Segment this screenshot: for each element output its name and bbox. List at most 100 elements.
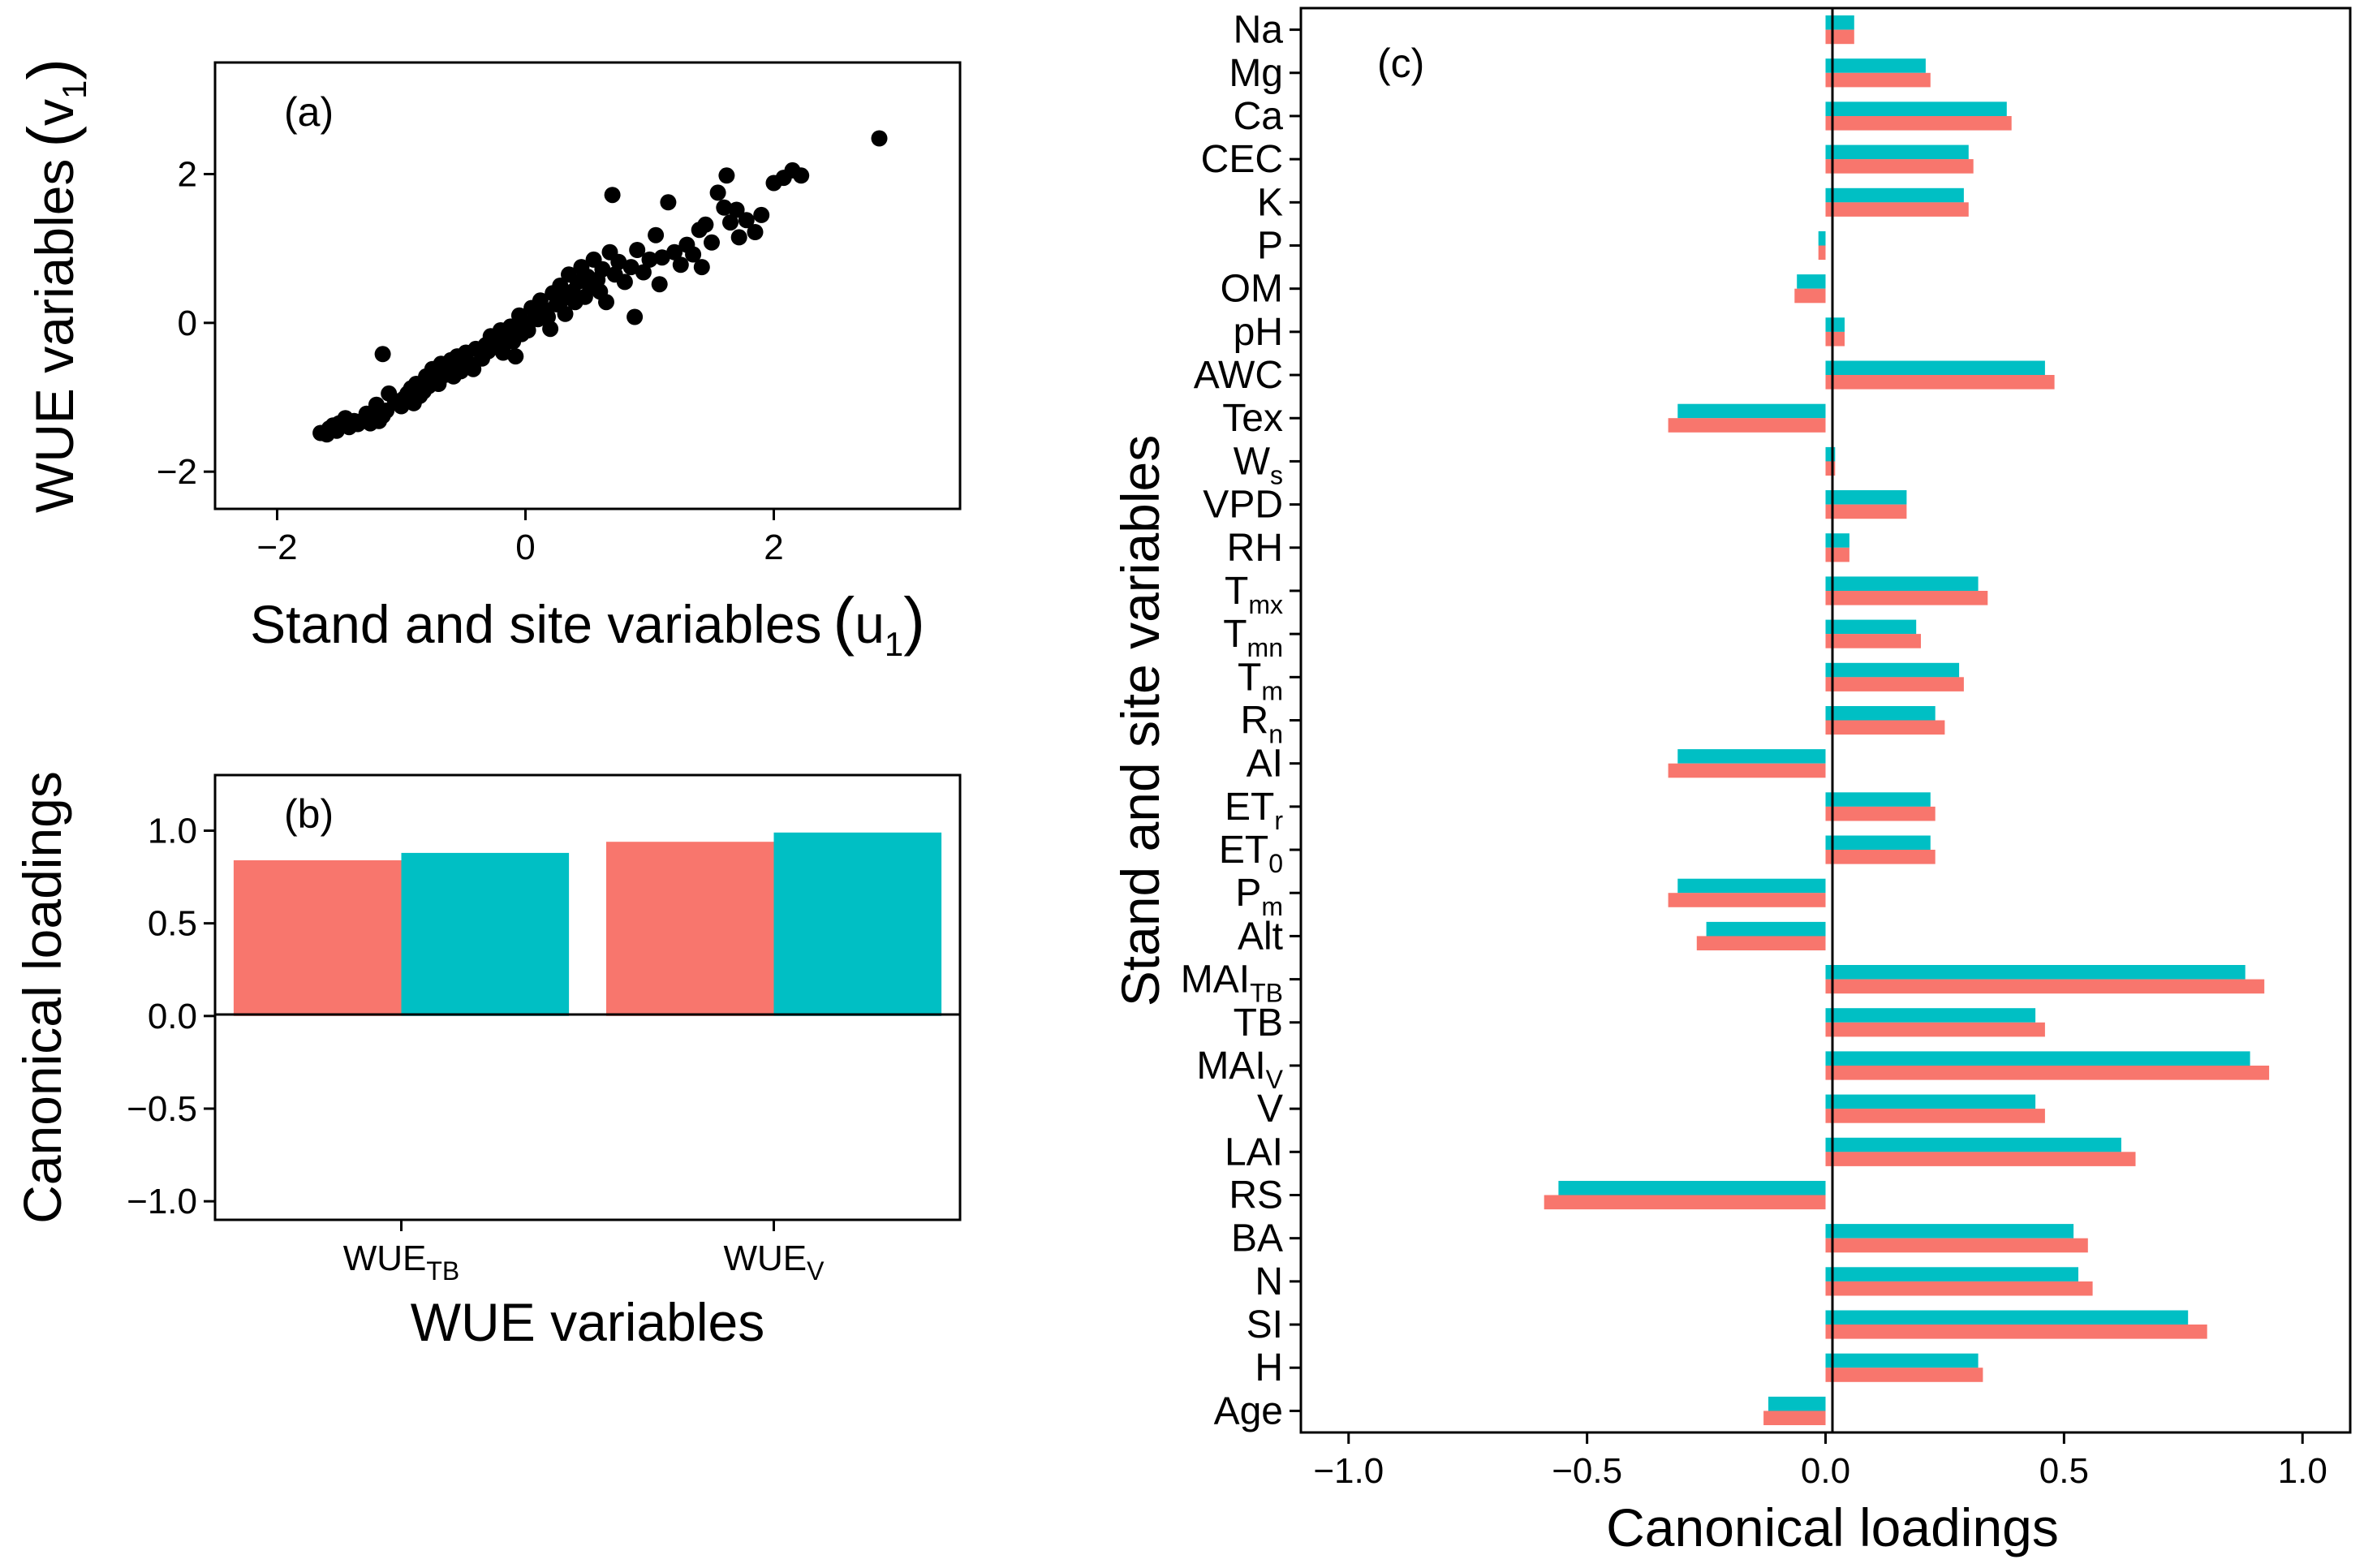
bar-series2 bbox=[1825, 835, 1931, 851]
y-category-label: Rn bbox=[1241, 700, 1283, 749]
y-category-label: Tmn bbox=[1223, 613, 1283, 662]
scatter-point bbox=[616, 274, 633, 291]
bar-series2 bbox=[1825, 576, 1979, 591]
scatter-point bbox=[871, 130, 888, 147]
bar-series1 bbox=[1668, 893, 1826, 907]
scatter-point bbox=[519, 322, 536, 338]
bar-series2 bbox=[1825, 1267, 2078, 1282]
panel-c-bar-chart: −1.0 −0.5 0.0 0.5 1.0 NaMgCaCECKPOMpHAWCTexW… bbox=[1110, 6, 2352, 1557]
bar-series1 bbox=[1825, 1109, 2045, 1123]
bar-series2 bbox=[1768, 1396, 1826, 1411]
bar-series1 bbox=[1825, 1152, 2136, 1166]
y-category-label: P bbox=[1257, 225, 1283, 268]
bar-series2 bbox=[773, 832, 942, 1016]
bar-series2 bbox=[1825, 360, 2045, 376]
bar-series2 bbox=[1825, 1137, 2121, 1152]
bar-series2 bbox=[1825, 1353, 1979, 1368]
bar-series1 bbox=[1825, 1238, 2088, 1253]
bar-series2 bbox=[1825, 15, 1854, 30]
bar-series1 bbox=[1825, 375, 2055, 390]
bar-series2 bbox=[1825, 446, 1836, 462]
y-category-label: H bbox=[1255, 1346, 1283, 1389]
scatter-point bbox=[704, 234, 720, 251]
y-category-label: TB bbox=[1234, 1002, 1283, 1045]
bar-series1 bbox=[1818, 245, 1826, 261]
x-tick-label: 1.0 bbox=[2278, 1451, 2327, 1491]
bar-series2 bbox=[1825, 1310, 2189, 1325]
y-category-label: BA bbox=[1231, 1217, 1283, 1260]
scatter-point bbox=[552, 278, 569, 294]
bar-series1 bbox=[1825, 634, 1921, 648]
bar-series2 bbox=[1825, 662, 1960, 678]
scatter-point bbox=[594, 261, 611, 278]
bar-series2 bbox=[1825, 965, 2246, 980]
panel-c-ylabel: Stand and site variables bbox=[1110, 435, 1170, 1006]
bar-series2 bbox=[1825, 706, 1936, 721]
y-tick-label: 1.0 bbox=[148, 812, 197, 851]
bar-series1 bbox=[1825, 1281, 2093, 1296]
bar-series2 bbox=[1677, 878, 1826, 894]
y-category-label: Ws bbox=[1234, 440, 1283, 489]
y-category-label: N bbox=[1255, 1260, 1283, 1303]
scatter-point bbox=[709, 184, 726, 201]
scatter-point bbox=[635, 264, 652, 281]
bar-series2 bbox=[1825, 1094, 2036, 1109]
y-category-label: AI bbox=[1247, 743, 1283, 786]
x-tick-label: −2 bbox=[256, 528, 297, 567]
bar-series2 bbox=[1677, 403, 1826, 419]
panel-a-frame bbox=[213, 61, 962, 510]
panel-a-label: (a) bbox=[284, 89, 334, 135]
bar-series2 bbox=[1818, 230, 1826, 246]
y-category-label: V bbox=[1257, 1088, 1283, 1131]
bar-series1 bbox=[1825, 202, 1969, 217]
bar-series1 bbox=[1668, 418, 1826, 433]
scatter-point bbox=[542, 321, 559, 338]
scatter-point bbox=[718, 167, 735, 184]
bar-series2 bbox=[1677, 749, 1826, 764]
scatter-point bbox=[793, 167, 810, 184]
y-category-label: Mg bbox=[1229, 52, 1283, 95]
scatter-point bbox=[629, 242, 646, 258]
bar-series1 bbox=[1544, 1195, 1826, 1210]
bar-series1 bbox=[1825, 1066, 2270, 1080]
bar-series1 bbox=[1825, 1368, 1983, 1382]
bar-series1 bbox=[1825, 547, 1849, 562]
scatter-point bbox=[653, 249, 670, 266]
bar-series1 bbox=[1825, 29, 1854, 45]
y-category-label: Ca bbox=[1234, 95, 1284, 138]
bar-series2 bbox=[1825, 101, 2007, 116]
scatter-point bbox=[728, 201, 745, 218]
y-category-label: Na bbox=[1234, 9, 1284, 52]
bar-series1 bbox=[1825, 504, 1907, 519]
bar-series2 bbox=[1825, 317, 1845, 332]
y-tick-label: 2 bbox=[178, 155, 197, 195]
bar-series1 bbox=[1825, 979, 2265, 994]
scatter-point bbox=[672, 256, 689, 274]
y-category-label: CEC bbox=[1201, 138, 1283, 181]
bar-series1 bbox=[1825, 1022, 2045, 1037]
y-category-label: RH bbox=[1227, 527, 1283, 570]
scatter-point bbox=[374, 346, 391, 363]
scatter-point bbox=[660, 194, 677, 211]
y-category-label: RS bbox=[1229, 1174, 1283, 1217]
bar-series1 bbox=[1825, 72, 1931, 88]
y-category-label: K bbox=[1257, 181, 1283, 224]
y-category-label: VPD bbox=[1203, 484, 1283, 527]
y-category-label: SI bbox=[1247, 1303, 1283, 1346]
y-category-label: ET0 bbox=[1219, 829, 1283, 878]
scatter-point bbox=[666, 243, 683, 261]
scatter-point bbox=[507, 348, 524, 365]
bar-series1 bbox=[1825, 677, 1964, 691]
y-tick-label: 0 bbox=[178, 304, 197, 343]
y-tick-label: −2 bbox=[157, 452, 197, 492]
y-category-label: Pm bbox=[1235, 872, 1283, 921]
bar-series1 bbox=[606, 842, 774, 1016]
x-tick-label: 0.5 bbox=[2039, 1451, 2089, 1491]
y-category-label: pH bbox=[1234, 311, 1283, 354]
y-category-label: Tex bbox=[1222, 397, 1283, 440]
scatter-point bbox=[604, 187, 621, 204]
bar-series2 bbox=[1825, 1051, 2250, 1066]
y-tick-label: 0.5 bbox=[148, 904, 197, 944]
panel-b-xlabel: WUE variables bbox=[411, 1292, 764, 1352]
scatter-point bbox=[648, 226, 665, 243]
